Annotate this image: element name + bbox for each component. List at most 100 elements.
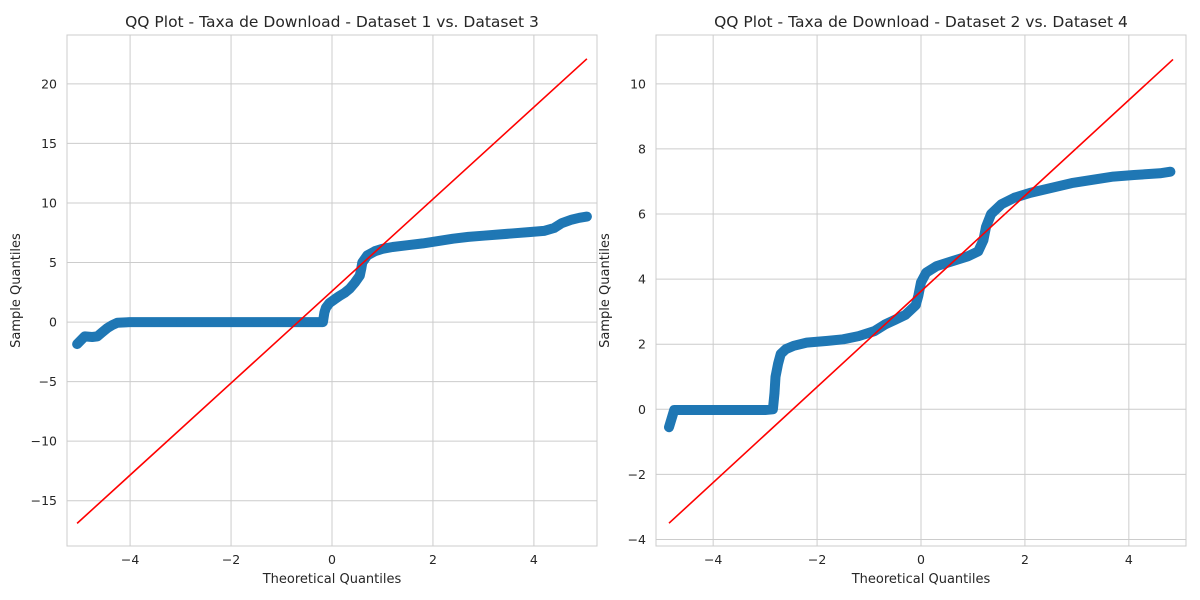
sample-point (574, 213, 584, 223)
sample-point (388, 242, 398, 252)
sample-point (448, 234, 458, 244)
y-axis-label: Sample Quantiles (598, 233, 613, 348)
sample-point (854, 331, 864, 341)
y-tick-label: 6 (638, 207, 646, 222)
sample-point (176, 317, 186, 327)
sample-point (433, 236, 443, 246)
sample-point (900, 310, 910, 320)
y-tick-label: 8 (638, 141, 646, 156)
x-tick-label: 2 (1021, 552, 1029, 567)
sample-point (822, 336, 832, 346)
sample-point (112, 318, 122, 328)
sample-point (734, 405, 744, 415)
y-tick-label: −2 (628, 467, 646, 482)
sample-point (1067, 178, 1077, 188)
sample-point (1129, 170, 1139, 180)
sample-point (1087, 175, 1097, 185)
sample-point (986, 209, 996, 219)
sample-point (539, 226, 549, 236)
x-axis-label: Theoretical Quantiles (262, 572, 402, 587)
x-tick-label: 2 (429, 552, 437, 567)
sample-point (549, 223, 559, 233)
sample-point (947, 256, 957, 266)
sample-point (350, 278, 360, 288)
y-tick-label: −5 (39, 374, 57, 389)
sample-point (838, 334, 848, 344)
sample-point (789, 341, 799, 351)
sample-point (890, 315, 900, 325)
sample-point (1046, 183, 1056, 193)
sample-point (494, 230, 504, 240)
sample-point (524, 227, 534, 237)
y-tick-label: 10 (41, 195, 57, 210)
sample-point (418, 238, 428, 248)
sample-point (125, 317, 135, 327)
sample-point (557, 218, 567, 228)
y-tick-label: 15 (41, 136, 57, 151)
sample-point (403, 240, 413, 250)
y-tick-label: −4 (628, 532, 646, 547)
chart-title: QQ Plot - Taxa de Download - Dataset 2 v… (714, 13, 1128, 31)
sample-point (80, 331, 90, 341)
sample-point (201, 317, 211, 327)
sample-point (302, 317, 312, 327)
x-tick-label: −2 (222, 552, 240, 567)
x-tick-label: −4 (121, 552, 139, 567)
x-tick-label: −4 (704, 552, 722, 567)
x-axis-label: Theoretical Quantiles (851, 572, 991, 587)
sample-point (1155, 168, 1165, 178)
y-axis-label: Sample Quantiles (9, 233, 24, 348)
sample-point (1010, 193, 1020, 203)
sample-point (973, 246, 983, 256)
chart-title: QQ Plot - Taxa de Download - Dataset 1 v… (125, 13, 539, 31)
sample-point (911, 300, 921, 310)
sample-point (1108, 172, 1118, 182)
sample-point (682, 405, 692, 415)
y-tick-label: 0 (638, 402, 646, 417)
x-tick-label: −2 (808, 552, 826, 567)
sample-point (913, 290, 923, 300)
sample-point (708, 405, 718, 415)
sample-point (72, 339, 82, 349)
y-tick-label: 10 (630, 76, 646, 91)
sample-point (150, 317, 160, 327)
reference-line (76, 58, 588, 524)
sample-point (509, 228, 519, 238)
sample-point (802, 338, 812, 348)
plot-frame (655, 34, 1187, 547)
sample-point (869, 326, 879, 336)
y-tick-label: 5 (49, 255, 57, 270)
sample-point (768, 404, 778, 414)
y-tick-label: −10 (31, 434, 57, 449)
sample-point (226, 317, 236, 327)
plot-2: −4 −2 0 2 4 −4 −2 0 2 4 6 8 10 Theoretical Quantiles S… (598, 13, 1187, 587)
sample-point (463, 232, 473, 242)
sample-point (769, 388, 779, 398)
sample-point (963, 251, 973, 261)
sample-point (773, 359, 783, 369)
y-tick-label: 0 (49, 315, 57, 330)
sample-point (1025, 188, 1035, 198)
sample-point (355, 271, 365, 281)
sample-point (921, 268, 931, 278)
sample-point (978, 235, 988, 245)
sample-point (582, 212, 592, 222)
sample-point (997, 199, 1007, 209)
x-tick-label: 4 (530, 552, 538, 567)
sample-point (981, 222, 991, 232)
sample-point (664, 422, 674, 432)
sample-point (781, 344, 791, 354)
sample-point (1165, 167, 1175, 177)
sample-point (345, 284, 355, 294)
sample-point (669, 405, 679, 415)
sample-point (251, 317, 261, 327)
sample-point (277, 317, 287, 327)
sample-point (916, 277, 926, 287)
plot-frame (66, 34, 598, 547)
x-tick-label: 4 (1125, 552, 1133, 567)
y-tick-label: 4 (638, 272, 646, 287)
reference-line (668, 58, 1174, 524)
sample-point (318, 317, 328, 327)
